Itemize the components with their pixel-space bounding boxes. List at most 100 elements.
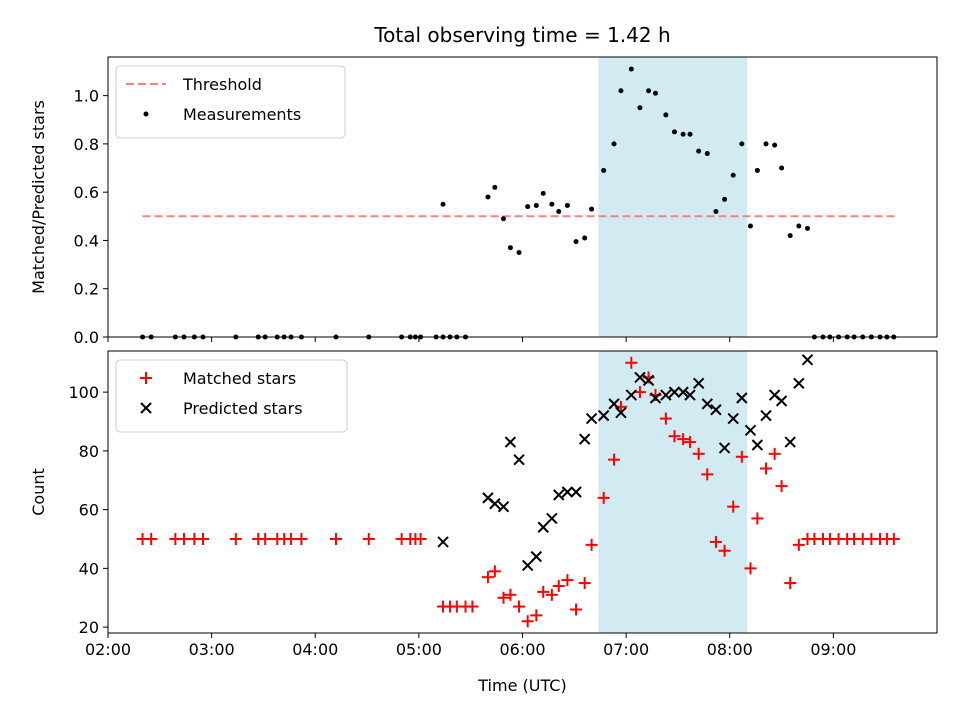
data-point-matched <box>792 538 805 551</box>
marker-stroke <box>768 389 781 401</box>
legend: Threshold Measurements <box>115 65 346 139</box>
data-point-matched <box>229 533 242 545</box>
data-point-measurement <box>564 202 570 208</box>
data-point-predicted <box>553 489 565 501</box>
data-point-matched <box>585 538 598 551</box>
data-point-matched <box>497 591 510 604</box>
data-point-predicted <box>660 389 672 401</box>
data-point-predicted <box>793 377 805 390</box>
data-point-predicted <box>760 409 772 422</box>
data-point-matched <box>578 577 591 590</box>
data-point-predicted <box>744 424 757 437</box>
data-point-measurement <box>501 216 507 222</box>
legend-label: Measurements <box>183 105 301 124</box>
marker-stroke <box>660 389 672 401</box>
data-point-matched <box>504 588 517 601</box>
y-tick-label: 80 <box>79 442 99 461</box>
marker-stroke <box>489 498 501 510</box>
data-point-predicted <box>530 550 543 563</box>
data-point-predicted <box>561 486 574 498</box>
marker-stroke <box>530 550 543 563</box>
data-point-measurement <box>713 208 719 214</box>
data-point-matched <box>718 544 731 557</box>
data-point-predicted <box>570 486 582 498</box>
legend-measurement-swatch <box>143 111 149 117</box>
data-point-matched <box>259 533 272 545</box>
data-point-measurement <box>540 190 546 196</box>
data-point-matched <box>362 533 375 545</box>
marker-stroke <box>578 433 591 445</box>
marker-stroke <box>140 402 152 414</box>
marker-stroke <box>546 512 558 525</box>
y-tick-label: 1.0 <box>74 87 99 106</box>
data-point-predicted <box>642 374 655 387</box>
data-point-matched <box>597 491 610 504</box>
y-tick-label: 100 <box>68 383 99 402</box>
data-point-measurement <box>646 88 652 94</box>
data-point-measurement <box>779 165 785 171</box>
data-point-matched <box>701 468 714 481</box>
marker-stroke <box>553 489 565 501</box>
data-point-matched <box>625 356 638 369</box>
marker-stroke <box>608 398 620 410</box>
x-tick-label: 05:00 <box>396 640 442 659</box>
legend-box <box>115 359 348 433</box>
marker-stroke <box>504 436 517 448</box>
top-panel: 0.0 0.2 0.4 0.6 0.8 1.0 Matched/Predicted star… <box>29 56 938 347</box>
data-point-predicted <box>775 395 788 407</box>
x-tick-label: 02:00 <box>85 640 131 659</box>
legend-label: Matched stars <box>183 369 296 388</box>
data-point-matched <box>466 600 479 613</box>
data-point-matched <box>684 436 697 449</box>
marker-stroke <box>775 395 788 407</box>
data-point-measurement <box>772 142 778 148</box>
y-axis-label: Count <box>29 468 48 516</box>
data-point-measurement <box>507 245 513 251</box>
data-point-predicted <box>692 377 705 390</box>
data-point-matched <box>561 574 574 587</box>
data-point-measurement <box>704 151 710 157</box>
data-point-measurement <box>440 201 446 207</box>
data-point-measurement <box>722 196 728 202</box>
data-point-matched <box>633 386 646 399</box>
data-point-matched <box>608 453 621 466</box>
data-point-measurement <box>763 141 769 147</box>
data-point-matched <box>481 571 494 584</box>
data-point-measurement <box>582 235 588 241</box>
data-point-predicted <box>625 389 638 401</box>
data-point-matched <box>530 609 543 622</box>
marker-stroke <box>437 536 449 548</box>
data-point-predicted <box>504 436 517 448</box>
data-point-predicted <box>727 412 739 425</box>
data-point-matched <box>775 480 788 493</box>
x-tick-label: 09:00 <box>810 640 856 659</box>
x-tick-label: 03:00 <box>189 640 235 659</box>
bottom-panel: 02:00 03:00 04:00 05:00 06:00 07:00 08:00 09:00… <box>29 350 938 695</box>
data-point-matched <box>537 585 550 598</box>
data-point-measurement <box>687 131 693 137</box>
x-tick-label: 07:00 <box>603 640 649 659</box>
data-point-matched <box>570 603 583 616</box>
data-point-predicted <box>597 409 610 422</box>
marker-stroke <box>615 406 627 419</box>
data-point-matched <box>329 533 342 545</box>
marker-stroke <box>497 500 510 513</box>
data-point-measurement <box>556 208 562 214</box>
data-point-measurement <box>516 250 522 256</box>
data-point-predicted <box>718 442 731 454</box>
marker-stroke <box>585 412 598 425</box>
data-point-measurement <box>611 141 617 147</box>
data-point-matched <box>768 447 781 460</box>
axes-frame <box>107 350 938 634</box>
data-point-measurement <box>804 225 810 231</box>
data-point-predicted <box>521 559 534 572</box>
legend-box <box>115 65 346 139</box>
data-point-measurement <box>671 129 677 135</box>
data-point-matched <box>744 562 757 575</box>
data-point-measurement <box>787 233 793 239</box>
data-point-measurement <box>652 90 658 96</box>
data-point-predicted <box>751 439 764 451</box>
marker-stroke <box>692 377 705 390</box>
data-point-matched <box>668 430 681 443</box>
